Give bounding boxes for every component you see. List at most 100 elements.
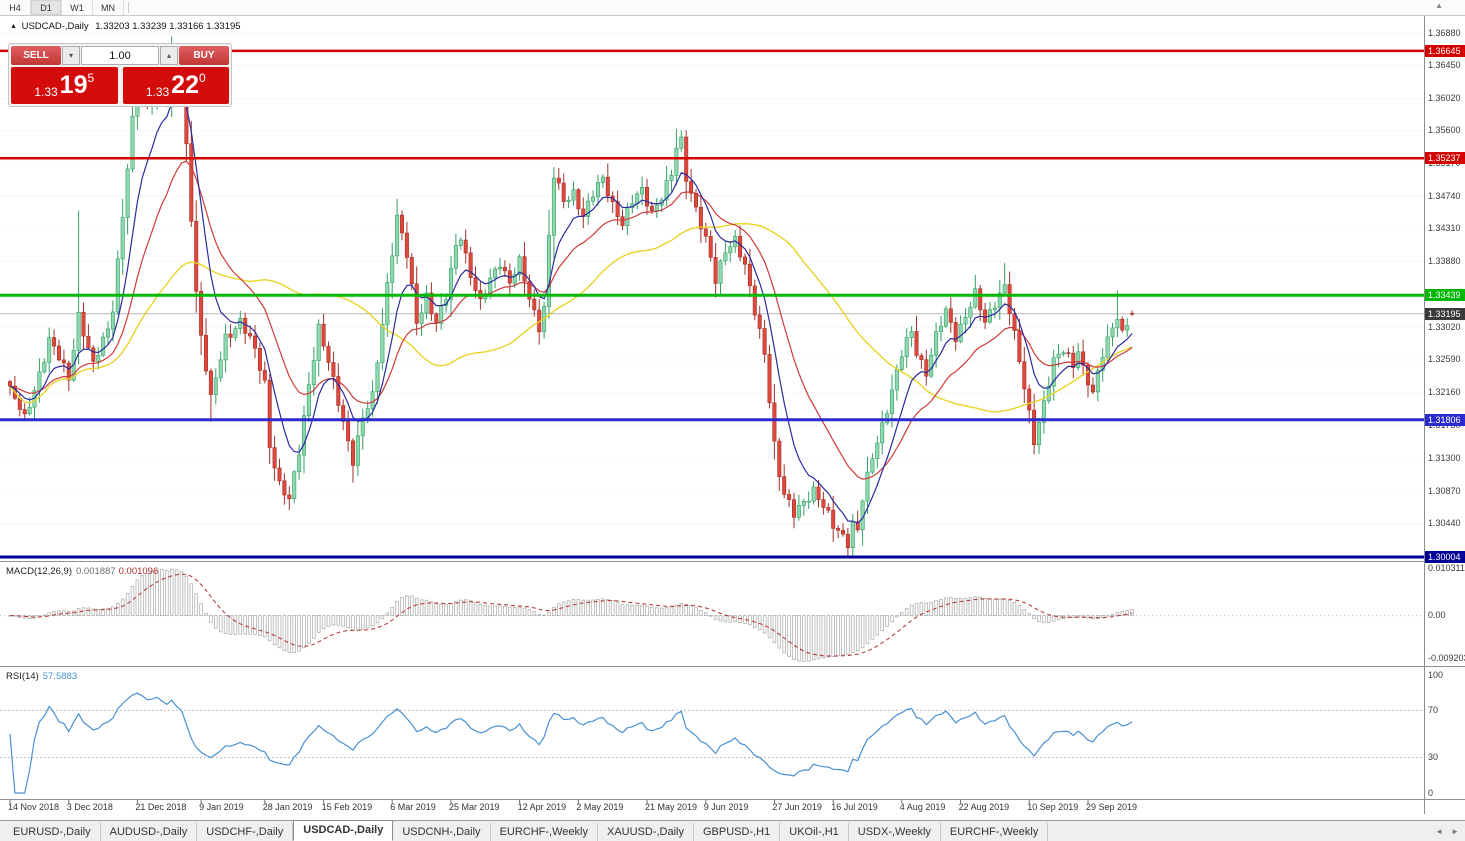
tab-audusd-daily[interactable]: AUDUSD-,Daily bbox=[101, 823, 198, 841]
scale-label-highlight: 1.33439 bbox=[1425, 289, 1465, 302]
chart-symbol-label: USDCAD-,Daily bbox=[21, 21, 89, 32]
scale-label-highlight: 1.35237 bbox=[1425, 152, 1465, 165]
price-panel bbox=[0, 32, 1424, 559]
chart-tabs: EURUSD-,Daily AUDUSD-,Daily USDCHF-,Daily U… bbox=[4, 820, 1049, 841]
tab-eurusd-daily[interactable]: EURUSD-,Daily bbox=[4, 823, 101, 841]
price-scale[interactable]: 1.368801.364501.360201.356001.351701.347… bbox=[1424, 16, 1465, 814]
svg-text:6 Mar 2019: 6 Mar 2019 bbox=[390, 802, 436, 812]
svg-text:12 Apr 2019: 12 Apr 2019 bbox=[518, 802, 567, 812]
volume-decrease-button[interactable]: ▾ bbox=[62, 46, 80, 65]
timeframe-button-mn[interactable]: MN bbox=[93, 0, 124, 15]
toolbar-collapse-icon[interactable]: ▲ bbox=[1435, 1, 1443, 10]
panel-splitter-macd[interactable] bbox=[0, 561, 1465, 562]
moving-average-20 bbox=[9, 160, 1133, 480]
scale-label: 1.36880 bbox=[1428, 27, 1461, 38]
scale-label: 30 bbox=[1428, 752, 1439, 763]
bid-price-point: 5 bbox=[87, 71, 95, 85]
tab-usdcnh-daily[interactable]: USDCNH-,Daily bbox=[393, 823, 491, 841]
ask-price-pips: 22 bbox=[171, 71, 199, 99]
timeframe-button-w1[interactable]: W1 bbox=[62, 0, 93, 15]
svg-text:2 May 2019: 2 May 2019 bbox=[576, 802, 623, 812]
tab-scroll-right-button[interactable]: ► bbox=[1451, 826, 1459, 836]
svg-text:3 Dec 2018: 3 Dec 2018 bbox=[67, 802, 113, 812]
rsi-name: RSI(14) bbox=[6, 671, 39, 682]
one-click-trading-panel: SELL ▾ 1.00 ▴ BUY 1.33 19 5 1.33 22 0 bbox=[8, 43, 232, 107]
rsi-value: 57.5883 bbox=[42, 671, 78, 682]
scale-label: 1.36450 bbox=[1428, 60, 1461, 71]
scale-label: 1.36020 bbox=[1428, 93, 1461, 103]
macd-signal-line bbox=[9, 573, 1133, 657]
scale-label: -0.009203 bbox=[1428, 652, 1465, 663]
scale-label: 0.00 bbox=[1428, 610, 1446, 621]
chart-canvas[interactable]: 14 Nov 2018 3 Dec 2018 21 Dec 2018 9 Jan 20… bbox=[0, 16, 1424, 814]
scale-label: 1.31300 bbox=[1428, 452, 1461, 463]
scale-label: 1.32160 bbox=[1428, 387, 1461, 398]
panel-splitter-rsi[interactable] bbox=[0, 666, 1465, 667]
svg-text:16 Jul 2019: 16 Jul 2019 bbox=[831, 802, 878, 812]
scale-label: 1.30440 bbox=[1428, 518, 1461, 529]
scale-label-highlight: 1.36645 bbox=[1425, 44, 1465, 57]
chart-ohlc-values: 1.33203 1.33239 1.33166 1.33195 bbox=[95, 21, 241, 32]
buy-button[interactable]: BUY bbox=[179, 46, 229, 65]
scale-label-highlight: 1.30004 bbox=[1425, 551, 1465, 563]
svg-text:4 Aug 2019: 4 Aug 2019 bbox=[900, 802, 946, 812]
scale-label: 1.30870 bbox=[1428, 485, 1461, 496]
time-axis: 14 Nov 2018 3 Dec 2018 21 Dec 2018 9 Jan 20… bbox=[8, 799, 1137, 812]
macd-signal-value: 0.001096 bbox=[118, 566, 159, 577]
moving-average-50 bbox=[9, 222, 1133, 413]
svg-text:9 Jan 2019: 9 Jan 2019 bbox=[199, 802, 244, 812]
scale-label: 1.32590 bbox=[1428, 354, 1461, 365]
symbol-marker-icon: ▲ bbox=[10, 23, 17, 30]
tab-usdcad-daily[interactable]: USDCAD-,Daily bbox=[293, 820, 394, 841]
scale-label: 100 bbox=[1428, 669, 1444, 680]
tab-usdchf-daily[interactable]: USDCHF-,Daily bbox=[197, 823, 294, 841]
svg-text:25 Mar 2019: 25 Mar 2019 bbox=[449, 802, 500, 812]
svg-text:29 Sep 2019: 29 Sep 2019 bbox=[1086, 802, 1137, 812]
volume-increase-button[interactable]: ▴ bbox=[160, 46, 178, 65]
scale-label: 70 bbox=[1428, 704, 1439, 715]
volume-input[interactable]: 1.00 bbox=[81, 46, 159, 65]
svg-text:27 Jun 2019: 27 Jun 2019 bbox=[772, 802, 822, 812]
svg-text:9 Jun 2019: 9 Jun 2019 bbox=[704, 802, 749, 812]
rsi-panel bbox=[0, 692, 1424, 794]
tab-eurchf-weekly[interactable]: EURCHF-,Weekly bbox=[491, 823, 598, 841]
scale-label-highlight: 1.31806 bbox=[1425, 413, 1465, 426]
bid-price-pips: 19 bbox=[59, 71, 88, 99]
tab-gbpusd-h1[interactable]: GBPUSD-,H1 bbox=[694, 823, 781, 841]
scale-label: 1.33020 bbox=[1428, 321, 1461, 332]
svg-text:14 Nov 2018: 14 Nov 2018 bbox=[8, 802, 59, 812]
ask-price-point: 0 bbox=[198, 71, 206, 85]
bid-price-base: 1.33 bbox=[34, 85, 58, 99]
scale-label: 1.33880 bbox=[1428, 256, 1461, 267]
tab-scroll-left-button[interactable]: ◄ bbox=[1435, 826, 1444, 836]
scale-label: 1.34310 bbox=[1428, 223, 1461, 234]
ask-price-base: 1.33 bbox=[145, 85, 170, 99]
timeframe-button-d1[interactable]: D1 bbox=[31, 0, 62, 15]
tab-ukoil-h1[interactable]: UKOil-,H1 bbox=[780, 823, 849, 841]
scale-label-highlight: 1.33195 bbox=[1425, 307, 1465, 320]
tab-eurchf-weekly[interactable]: EURCHF-,Weekly bbox=[941, 823, 1049, 841]
time-axis-separator bbox=[0, 799, 1465, 800]
chart-tabs-bar: EURUSD-,Daily AUDUSD-,Daily USDCHF-,Daily U… bbox=[0, 820, 1465, 841]
tab-usdx-weekly[interactable]: USDX-,Weekly bbox=[849, 823, 941, 841]
macd-name: MACD(12,26,9) bbox=[6, 566, 72, 577]
svg-text:28 Jan 2019: 28 Jan 2019 bbox=[263, 802, 313, 812]
scale-label: 0 bbox=[1428, 787, 1434, 798]
scale-label: 0.010311 bbox=[1428, 562, 1465, 573]
chart-title: ▲ USDCAD-,Daily 1.33203 1.33239 1.33166 … bbox=[10, 21, 241, 32]
svg-text:10 Sep 2019: 10 Sep 2019 bbox=[1027, 802, 1078, 812]
ask-price-display[interactable]: 1.33 22 0 bbox=[122, 67, 229, 104]
macd-main-value: 0.001887 bbox=[76, 566, 116, 577]
sell-button[interactable]: SELL bbox=[11, 46, 61, 65]
timeframe-button-h4[interactable]: H4 bbox=[0, 0, 31, 15]
macd-indicator-label: MACD(12,26,9) 0.001887 0.001096 bbox=[6, 566, 158, 577]
svg-text:22 Aug 2019: 22 Aug 2019 bbox=[959, 802, 1010, 812]
tab-xauusd-daily[interactable]: XAUUSD-,Daily bbox=[598, 823, 694, 841]
rsi-indicator-label: RSI(14) 57.5883 bbox=[6, 671, 77, 682]
svg-text:21 Dec 2018: 21 Dec 2018 bbox=[135, 802, 186, 812]
bid-price-display[interactable]: 1.33 19 5 bbox=[11, 67, 118, 104]
timeframe-toolbar: H4 D1 W1 MN ▲ bbox=[0, 0, 1465, 16]
svg-text:21 May 2019: 21 May 2019 bbox=[645, 802, 697, 812]
toolbar-separator bbox=[128, 2, 129, 13]
